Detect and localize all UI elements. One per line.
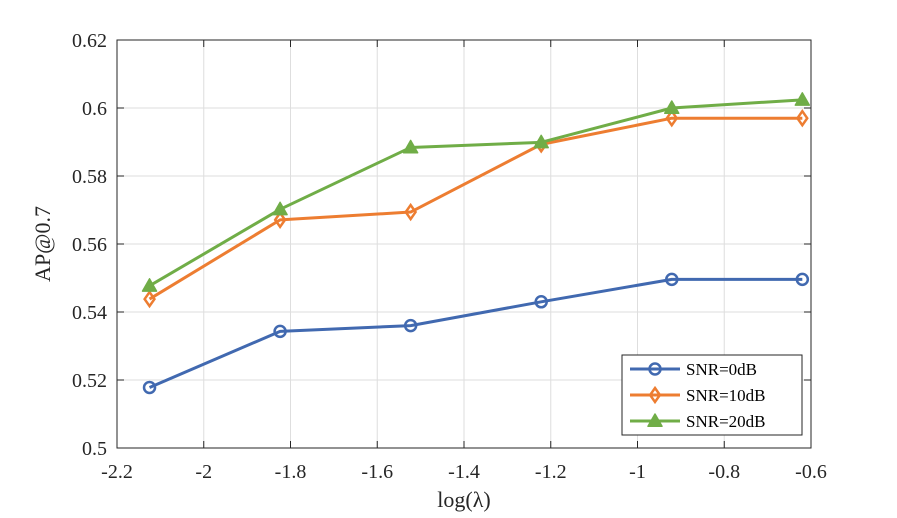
- legend-label: SNR=20dB: [686, 412, 766, 431]
- x-tick-label: -1.4: [448, 461, 480, 483]
- legend-marker: [647, 413, 663, 427]
- data-point-marker: [534, 295, 548, 309]
- x-tick-label: -0.6: [795, 461, 827, 483]
- data-point-marker: [795, 109, 809, 128]
- data-point-marker: [665, 109, 679, 128]
- data-point-marker: [141, 278, 158, 292]
- series-line: [148, 98, 803, 288]
- data-point-marker: [143, 289, 156, 309]
- x-tick-label: -0.8: [708, 461, 740, 483]
- y-tick-label: 0.56: [72, 234, 107, 256]
- data-series: [141, 92, 811, 395]
- y-tick-label: 0.5: [82, 438, 107, 460]
- x-axis-label: log(λ): [437, 487, 490, 512]
- y-tick-label: 0.52: [72, 370, 107, 392]
- data-point-marker: [665, 272, 679, 287]
- legend-marker: [648, 362, 662, 376]
- legend: SNR=0dB SNR=10dB SNR=20dB: [621, 354, 803, 436]
- y-tick-label: 0.6: [82, 98, 107, 120]
- data-point-marker: [273, 324, 287, 339]
- data-point-marker: [402, 139, 419, 154]
- legend-label: SNR=0dB: [686, 360, 757, 379]
- x-tick-label: -1: [629, 461, 646, 483]
- x-tick-label: -1.8: [275, 461, 307, 483]
- x-tick-label: -2: [195, 461, 212, 483]
- x-tick-label: -2.2: [101, 461, 133, 483]
- x-tick-label: -1.6: [361, 461, 393, 483]
- legend-marker: [648, 385, 662, 405]
- y-tick-label: 0.58: [72, 166, 107, 188]
- data-point-marker: [273, 210, 287, 230]
- series-line: [148, 116, 803, 301]
- data-point-marker: [142, 380, 157, 395]
- y-axis-label: AP@0.7: [30, 206, 55, 282]
- y-tick-label: 0.54: [72, 302, 107, 324]
- x-tick-label: -1.2: [535, 461, 567, 483]
- series-snr-20db: [141, 92, 811, 292]
- axis-ticks: -2.2 -2 -1.8 -1.6 -1.4 -1.2 -1 -0.8 -0.6 0.5 0.52 0…: [72, 30, 827, 483]
- data-point-marker: [533, 134, 549, 149]
- data-point-marker: [664, 100, 680, 114]
- data-point-marker: [795, 272, 810, 287]
- series-line: [148, 277, 803, 389]
- series-snr-0db: [142, 272, 810, 395]
- data-point-marker: [794, 92, 811, 106]
- data-point-marker: [272, 201, 288, 216]
- data-point-marker: [404, 202, 418, 222]
- legend-label: SNR=10dB: [686, 386, 766, 405]
- data-point-marker: [403, 318, 418, 333]
- y-tick-label: 0.62: [72, 30, 107, 52]
